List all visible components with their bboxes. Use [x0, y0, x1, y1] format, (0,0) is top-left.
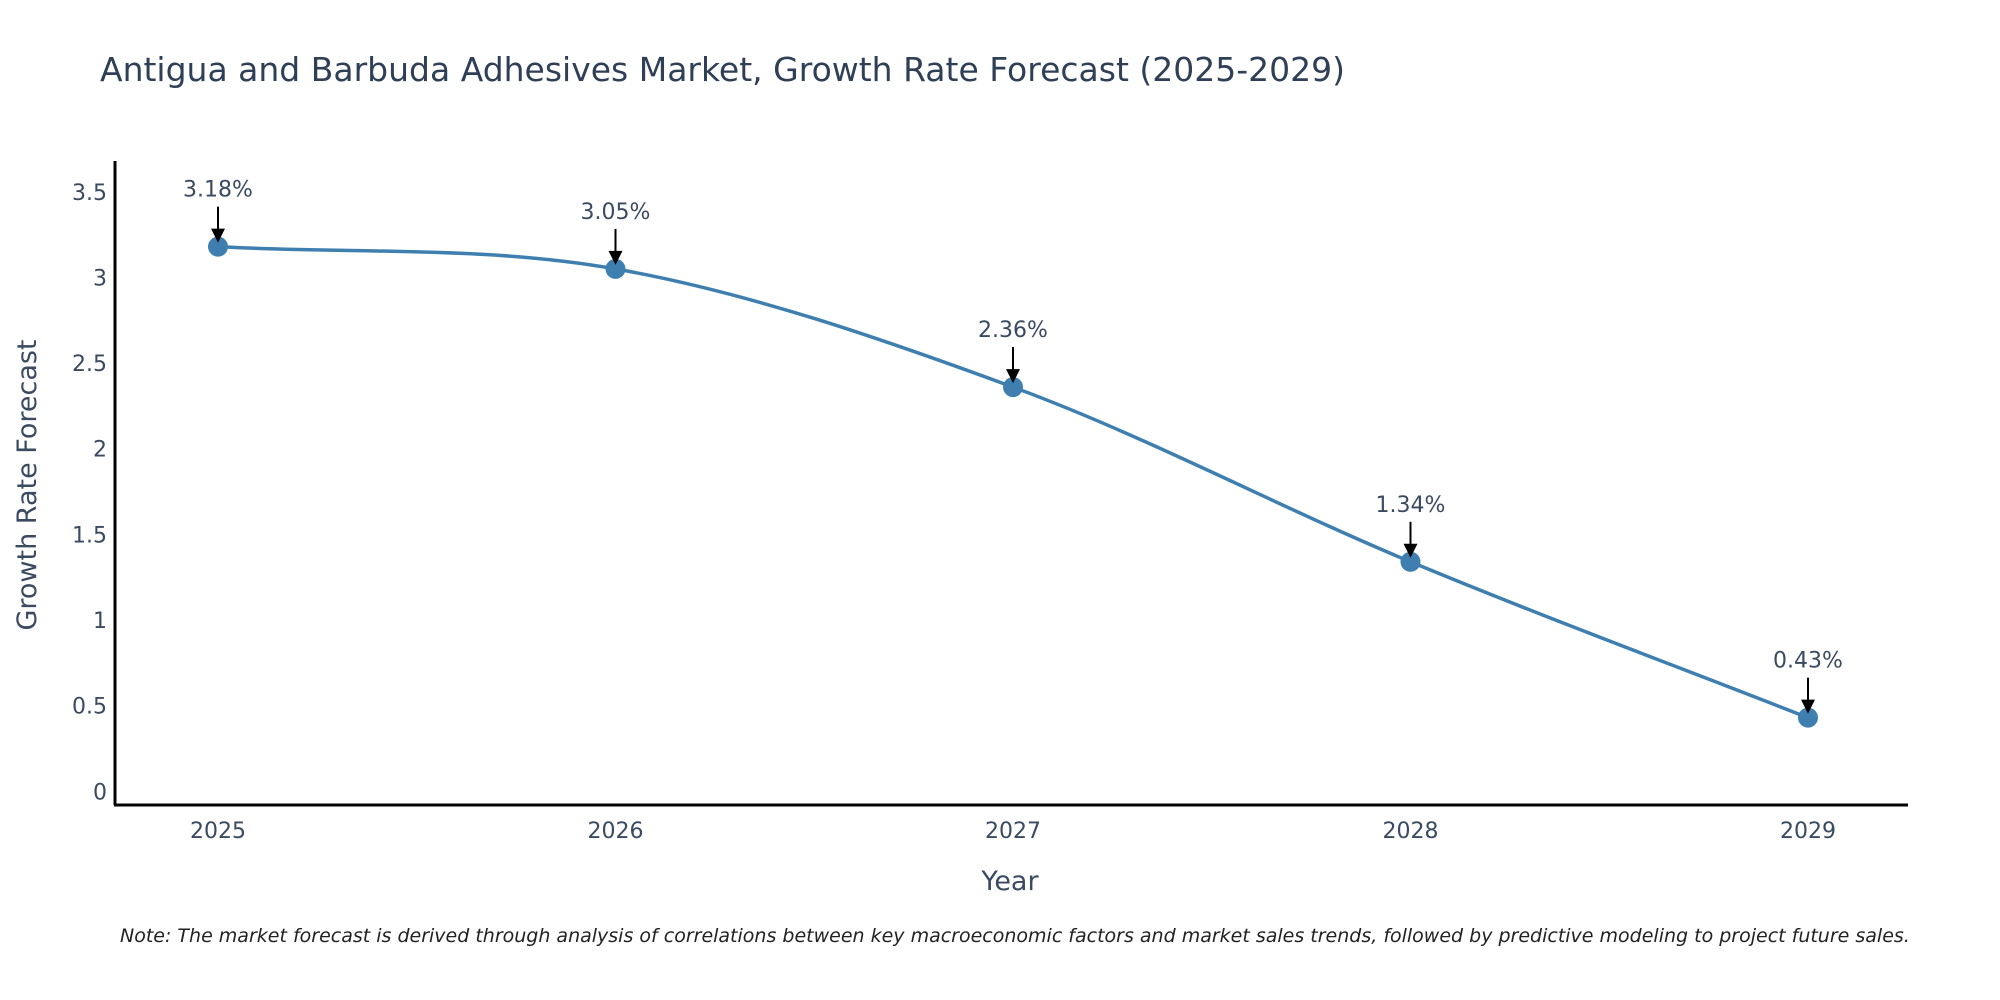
footnote: Note: The market forecast is derived thr… — [120, 925, 1910, 947]
data-label: 2.36% — [978, 318, 1048, 343]
data-point-2026 — [605, 258, 626, 279]
x-tick-label: 2027 — [985, 819, 1041, 844]
x-tick-label: 2028 — [1383, 819, 1439, 844]
x-tick-label: 2026 — [588, 819, 644, 844]
annotation-arrow-head — [1403, 543, 1418, 558]
y-axis-ticks: 0 0.5 1 1.5 2 2.5 3 3.5 — [72, 181, 107, 805]
annotation-arrow-head — [1006, 369, 1020, 384]
data-label: 0.43% — [1773, 649, 1843, 674]
data-point-2028 — [1400, 551, 1421, 572]
annotation-arrow-head — [1801, 699, 1815, 714]
annotation-arrow-head — [211, 228, 225, 243]
data-point-2029 — [1798, 707, 1818, 728]
x-tick-label: 2029 — [1780, 819, 1836, 844]
y-tick-label: 2 — [93, 438, 107, 463]
data-label-annotations: 3.18% 3.05% 2.36% 1.34% 0.43% — [183, 178, 1843, 714]
data-label: 3.18% — [183, 178, 253, 203]
x-axis-title: Year — [980, 866, 1039, 897]
y-tick-label: 0.5 — [72, 695, 107, 720]
data-label: 1.34% — [1376, 493, 1446, 518]
y-tick-label: 1.5 — [72, 523, 107, 548]
x-axis-ticks: 2025 2026 2027 2028 2029 — [190, 819, 1836, 844]
x-tick-label: 2025 — [190, 819, 246, 844]
annotation-arrow-head — [608, 250, 623, 265]
data-point-2025 — [208, 236, 228, 257]
chart-title: Antigua and Barbuda Adhesives Market, Gr… — [100, 50, 1345, 89]
y-tick-label: 3.5 — [72, 181, 107, 206]
y-tick-label: 1 — [93, 609, 107, 634]
data-label: 3.05% — [581, 200, 651, 225]
data-markers — [208, 236, 1818, 728]
y-tick-label: 0 — [93, 780, 107, 805]
data-point-2027 — [1003, 377, 1023, 398]
y-axis-title: Growth Rate Forecast — [12, 339, 43, 630]
y-tick-label: 3 — [93, 266, 107, 291]
y-tick-label: 2.5 — [72, 352, 107, 377]
